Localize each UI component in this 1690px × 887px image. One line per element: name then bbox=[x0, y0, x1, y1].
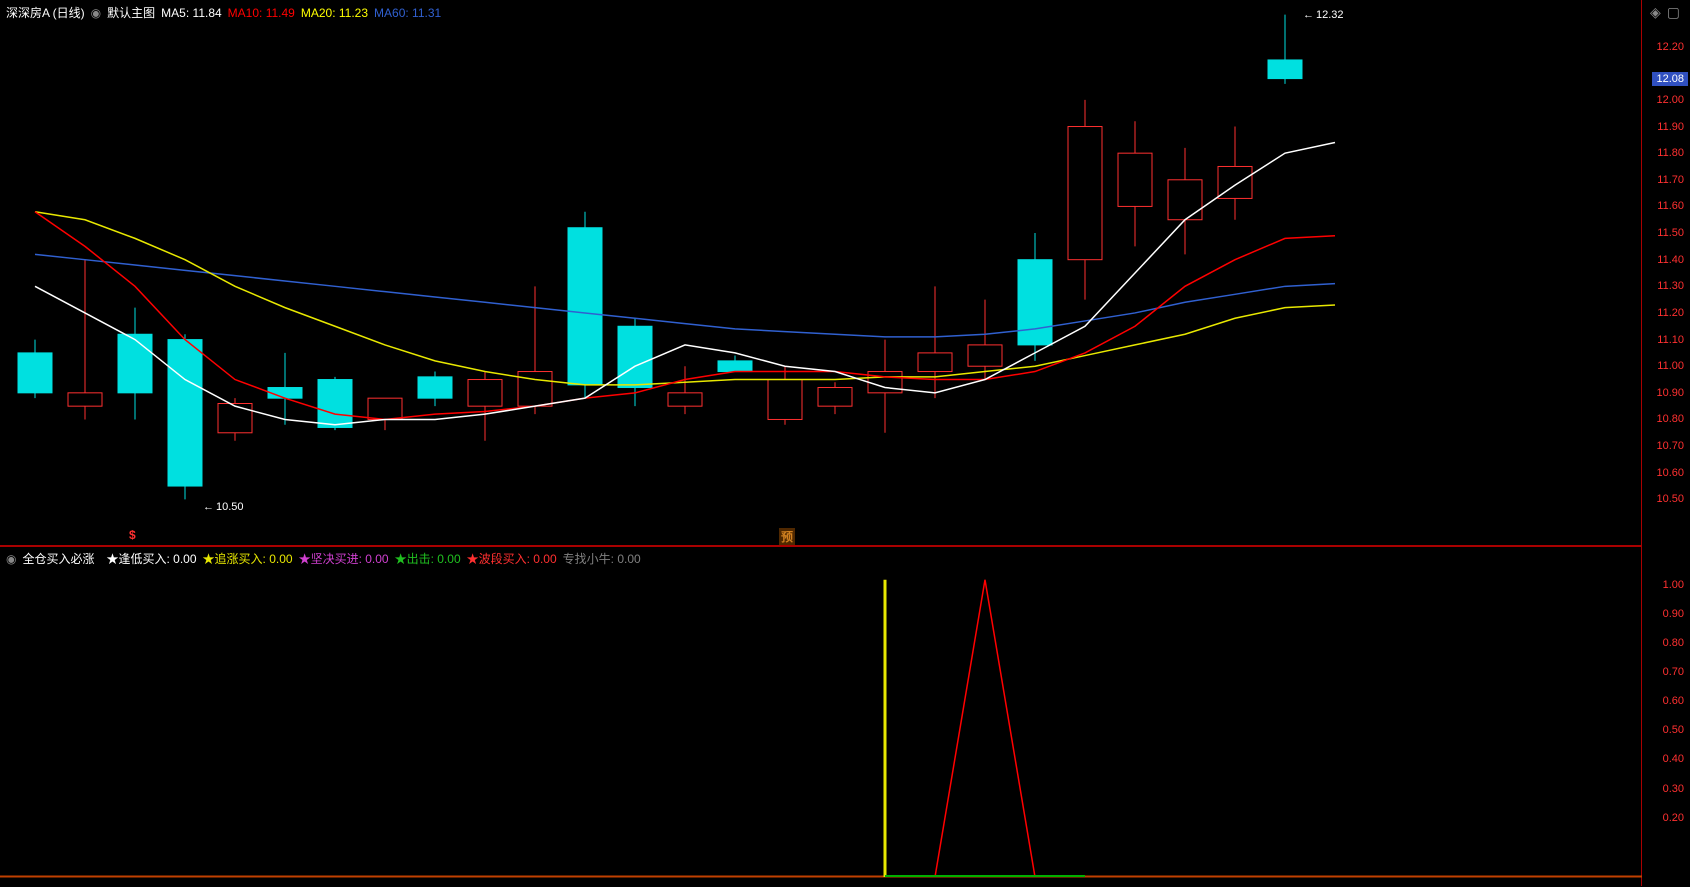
y-tick-label: 0.90 bbox=[1663, 608, 1684, 620]
main-chart-header: 深深房A (日线) ◉ 默认主图 MA5: 11.84 MA10: 11.49 … bbox=[6, 4, 441, 21]
indicator-item: ★出击: 0.00 bbox=[395, 552, 461, 566]
y-tick-label: 11.80 bbox=[1657, 147, 1684, 159]
y-tick-label: 0.70 bbox=[1663, 666, 1684, 678]
y-tick-label: 0.40 bbox=[1663, 753, 1684, 765]
indicator-item: ★坚决买进: 0.00 bbox=[299, 552, 389, 566]
main-candlestick-chart[interactable]: ←10.50 ←12.32 $ 预 bbox=[0, 0, 1642, 546]
chart-container: 深深房A (日线) ◉ 默认主图 MA5: 11.84 MA10: 11.49 … bbox=[0, 0, 1690, 886]
price-y-axis: 10.50 10.60 10.70 10.80 10.90 11.00 11.10 11.20… bbox=[1642, 0, 1690, 546]
y-tick-label: 10.50 bbox=[1656, 493, 1684, 505]
maximize-icon[interactable]: ▢ bbox=[1667, 4, 1680, 21]
sub-indicator-chart[interactable] bbox=[0, 546, 1642, 886]
y-tick-label: 0.20 bbox=[1663, 812, 1684, 824]
ma5-label: MA5: 11.84 bbox=[161, 6, 222, 20]
chart-glyph: 预 bbox=[779, 528, 795, 545]
y-tick-label: 11.50 bbox=[1657, 227, 1684, 239]
y-tick-label: 0.80 bbox=[1663, 637, 1684, 649]
ma10-label: MA10: 11.49 bbox=[228, 6, 295, 20]
high-price-marker: ←12.32 bbox=[1303, 9, 1344, 21]
y-tick-label: 1.00 bbox=[1663, 579, 1684, 591]
indicator-item: ★追涨买入: 0.00 bbox=[203, 552, 293, 566]
gear-icon[interactable]: ◉ bbox=[6, 552, 16, 566]
y-tick-label: 10.60 bbox=[1656, 467, 1684, 479]
y-tick-label: 10.70 bbox=[1656, 440, 1684, 452]
y-tick-label: 11.60 bbox=[1657, 200, 1684, 212]
gear-icon[interactable]: ◉ bbox=[91, 6, 101, 20]
default-chart-label[interactable]: 默认主图 bbox=[107, 4, 155, 21]
y-tick-label: 11.10 bbox=[1657, 334, 1684, 346]
current-price-badge: 12.08 bbox=[1652, 72, 1688, 86]
y-tick-label: 11.00 bbox=[1657, 360, 1684, 372]
y-tick-label: 10.80 bbox=[1656, 413, 1684, 425]
low-price-marker: ←10.50 bbox=[203, 501, 244, 513]
y-tick-label: 11.30 bbox=[1657, 280, 1684, 292]
y-tick-label: 11.90 bbox=[1657, 121, 1684, 133]
y-tick-label: 12.00 bbox=[1656, 94, 1684, 106]
stock-name: 深深房A (日线) bbox=[6, 4, 85, 21]
y-tick-label: 11.70 bbox=[1657, 174, 1684, 186]
ma60-label: MA60: 11.31 bbox=[374, 6, 441, 20]
indicator-item: ★逢低买入: 0.00 bbox=[107, 552, 197, 566]
indicator-item: ★波段买入: 0.00 bbox=[467, 552, 557, 566]
y-tick-label: 0.30 bbox=[1663, 783, 1684, 795]
y-tick-label: 0.50 bbox=[1663, 724, 1684, 736]
y-tick-label: 12.20 bbox=[1656, 41, 1684, 53]
indicator-y-axis: 0.20 0.30 0.40 0.50 0.60 0.70 0.80 0.90 1.00 bbox=[1642, 546, 1690, 886]
y-tick-label: 11.40 bbox=[1657, 254, 1684, 266]
indicator-item: 专找小牛: 0.00 bbox=[563, 552, 641, 566]
y-tick-label: 11.20 bbox=[1657, 307, 1684, 319]
y-tick-label: 10.90 bbox=[1656, 387, 1684, 399]
top-right-icons: ◈ ▢ bbox=[1650, 4, 1680, 21]
indicator-name[interactable]: 全仓买入必涨 bbox=[22, 550, 94, 567]
sub-chart-header: ◉ 全仓买入必涨 ★逢低买入: 0.00 ★追涨买入: 0.00 ★坚决买进: 0.… bbox=[6, 550, 641, 567]
restore-icon[interactable]: ◈ bbox=[1650, 4, 1661, 21]
y-tick-label: 0.60 bbox=[1663, 695, 1684, 707]
ma20-label: MA20: 11.23 bbox=[301, 6, 368, 20]
chart-glyph: $ bbox=[129, 528, 136, 542]
